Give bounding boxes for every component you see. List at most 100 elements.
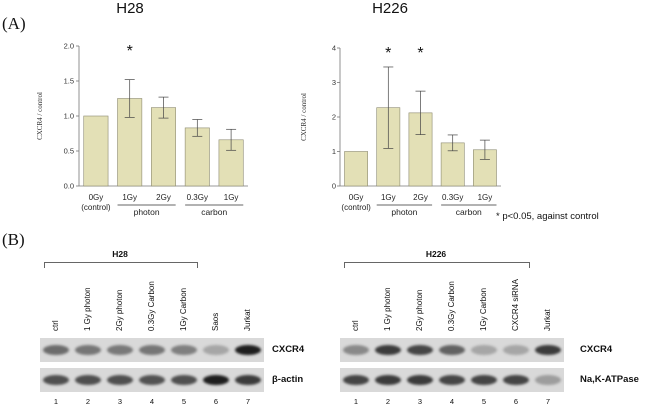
western-blot-h28: H28 ctrl 1 Gy photon 2Gy photon 0.3Gy Carbon… — [40, 249, 305, 406]
lane-label: Jurkat — [543, 309, 552, 331]
protein-band — [107, 345, 133, 355]
lane-number: 2 — [85, 397, 91, 406]
blot-title: H28 — [112, 249, 128, 259]
protein-band — [439, 375, 465, 385]
significance-star: * — [127, 43, 133, 60]
lane-label: 0.3Gy Carbon — [447, 281, 456, 331]
lane-label: 2Gy photon — [415, 289, 424, 331]
y-tick-label: 2 — [332, 113, 336, 122]
y-tick-label: 1 — [332, 147, 336, 156]
protein-label: CXCR4 — [272, 344, 305, 355]
protein-band — [171, 345, 197, 355]
blot-bracket — [44, 262, 198, 268]
protein-band — [235, 375, 261, 385]
protein-band — [139, 345, 165, 355]
significance-star: * — [385, 45, 391, 62]
blot-strip — [340, 338, 564, 362]
protein-band — [471, 375, 497, 385]
protein-band — [343, 375, 369, 385]
category-label: 0Gy — [349, 193, 364, 202]
protein-band — [43, 375, 69, 385]
protein-band — [235, 345, 261, 355]
bar-chart-h28: 0.0 0.5 1.0 1.5 2.0 CXCR4 / control 0Gy(contro… — [36, 42, 248, 217]
blot-strip — [40, 338, 264, 362]
y-tick-label: 0.0 — [64, 182, 74, 191]
protein-label: β-actin — [272, 374, 304, 385]
protein-label: Na,K-ATPase — [580, 374, 639, 385]
group-label: photon — [391, 207, 417, 217]
bar-chart-h226: 0 1 2 3 4 CXCR4 / control 0Gy(control) * 1Gy * 2Gy… — [300, 44, 501, 217]
lane-label: 1Gy Carbon — [479, 287, 488, 331]
category-label: (control) — [81, 203, 111, 212]
chart-title-h28: H28 — [116, 0, 144, 17]
lane-number: 5 — [481, 397, 487, 406]
y-tick-label: 4 — [332, 44, 336, 53]
y-tick-label: 2.0 — [64, 42, 74, 51]
significance-star: * — [417, 45, 423, 62]
protein-band — [203, 345, 229, 355]
category-label: 1Gy — [478, 193, 493, 202]
lane-number: 4 — [449, 397, 455, 406]
bar — [83, 115, 109, 187]
y-axis-label: CXCR4 / control — [36, 92, 44, 140]
lane-label: CXCR4 siRNA — [511, 278, 520, 331]
protein-band — [375, 345, 401, 355]
group-label: carbon — [456, 207, 482, 217]
y-tick-label: 3 — [332, 78, 336, 87]
y-tick-label: 0 — [332, 182, 336, 191]
protein-band — [535, 375, 561, 385]
blot-title: H226 — [425, 249, 447, 259]
category-label: 0.3Gy — [442, 193, 463, 202]
y-tick-label: 1.5 — [64, 77, 74, 86]
lane-number: 6 — [213, 397, 219, 406]
lane-label: ctrl — [351, 320, 360, 331]
protein-band — [471, 345, 497, 355]
protein-band — [43, 345, 69, 355]
blot-strip — [340, 368, 564, 392]
lane-number: 7 — [245, 397, 251, 406]
category-label: 1Gy — [381, 193, 396, 202]
category-label: 0Gy — [89, 193, 104, 202]
protein-band — [75, 345, 101, 355]
lane-label: 1 Gy photon — [383, 287, 392, 331]
protein-band — [203, 375, 229, 385]
group-label: carbon — [201, 207, 227, 217]
category-label: (control) — [341, 203, 371, 212]
protein-band — [439, 345, 465, 355]
y-tick-label: 1.0 — [64, 112, 74, 121]
panel-a-label: (A) — [2, 14, 26, 33]
category-label: 1Gy — [224, 193, 239, 202]
bar — [184, 127, 210, 187]
category-label: 1Gy — [122, 193, 137, 202]
chart-title-h226: H226 — [372, 0, 408, 17]
y-tick-label: 0.5 — [64, 147, 74, 156]
category-label: 2Gy — [413, 193, 428, 202]
lane-number: 1 — [353, 397, 359, 406]
protein-band — [503, 345, 529, 355]
bar — [151, 107, 176, 187]
protein-label: CXCR4 — [580, 344, 613, 355]
protein-band — [75, 375, 101, 385]
significance-note: * p<0.05, against control — [496, 211, 599, 222]
blot-strip — [40, 368, 264, 392]
protein-band — [171, 375, 197, 385]
category-label: 2Gy — [156, 193, 171, 202]
category-label: 0.3Gy — [187, 193, 208, 202]
lane-number: 2 — [385, 397, 391, 406]
bar — [344, 151, 368, 187]
panel-b-label: (B) — [2, 230, 25, 249]
protein-band — [107, 375, 133, 385]
lane-number: 3 — [117, 397, 123, 406]
y-axis-label: CXCR4 / control — [300, 93, 308, 141]
group-label: photon — [134, 207, 160, 217]
lane-number: 7 — [545, 397, 551, 406]
lane-number: 6 — [513, 397, 519, 406]
protein-band — [139, 375, 165, 385]
lane-number: 4 — [149, 397, 155, 406]
protein-band — [343, 345, 369, 355]
lane-number: 5 — [181, 397, 187, 406]
protein-band — [407, 345, 433, 355]
lane-number: 3 — [417, 397, 423, 406]
protein-band — [535, 345, 561, 355]
